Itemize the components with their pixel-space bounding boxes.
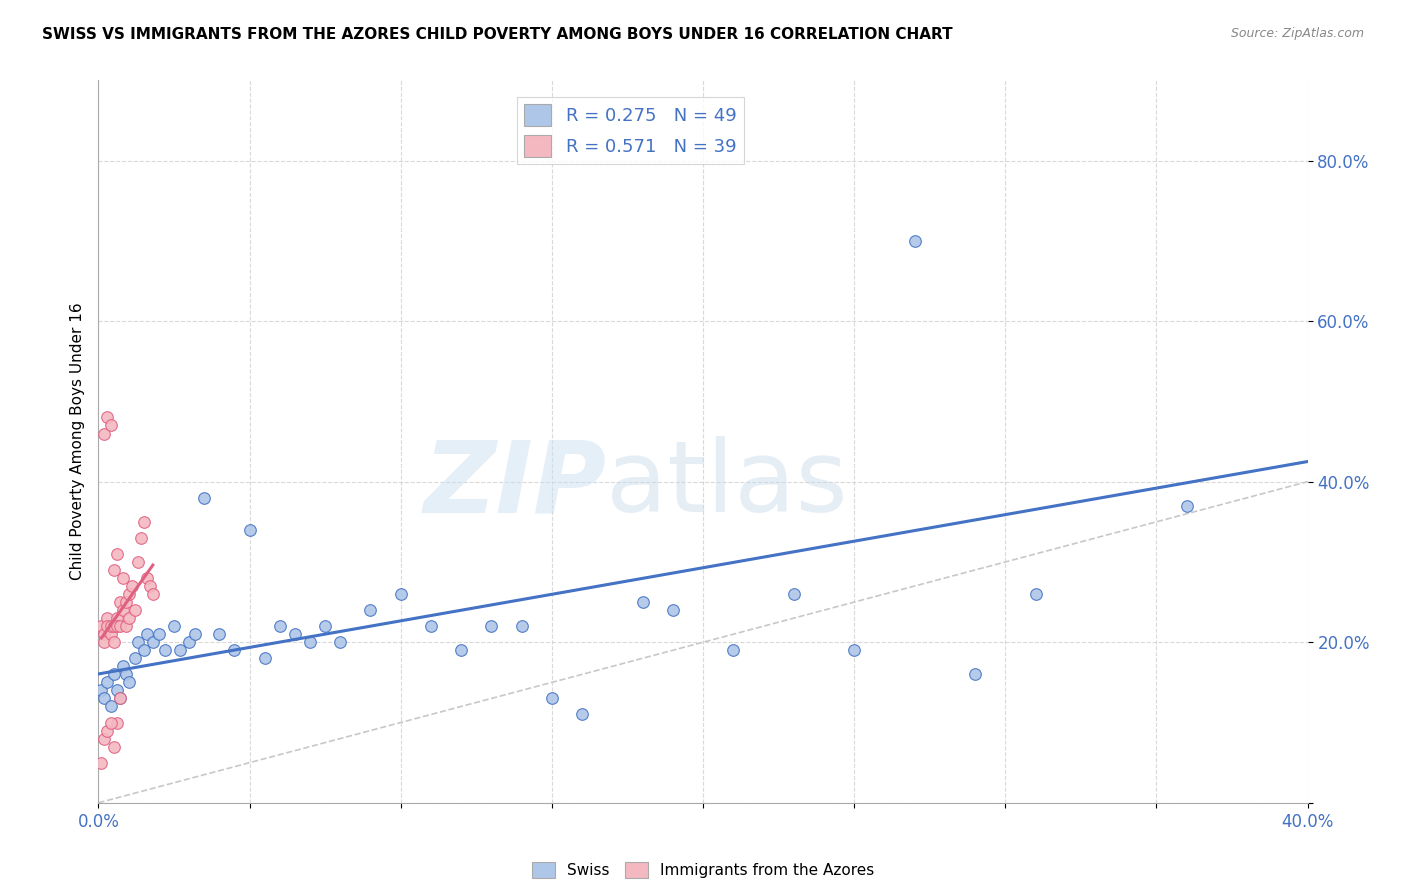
Text: SWISS VS IMMIGRANTS FROM THE AZORES CHILD POVERTY AMONG BOYS UNDER 16 CORRELATIO: SWISS VS IMMIGRANTS FROM THE AZORES CHIL… [42,27,953,42]
Point [93,426,115,441]
Point [124,603,146,617]
Point [108,595,131,609]
Point [224,643,246,657]
Point [93,691,115,706]
Point [100,699,122,714]
Point [314,619,336,633]
Point [142,635,165,649]
Point [108,691,131,706]
Point [360,603,382,617]
Point [103,739,125,754]
Point [96,611,118,625]
Point [108,691,131,706]
Point [135,571,157,585]
Point [904,234,927,248]
Point [179,635,201,649]
Y-axis label: Child Poverty Among Boys Under 16: Child Poverty Among Boys Under 16 [69,302,84,581]
Point [100,715,122,730]
Point [284,627,307,641]
Text: ZIP: ZIP [423,436,606,533]
Point [299,635,322,649]
Point [114,619,136,633]
Point [100,619,122,633]
Point [96,619,118,633]
Point [1175,499,1198,513]
Point [111,659,134,673]
Point [103,635,125,649]
Point [93,731,115,746]
Point [540,691,562,706]
Legend: R = 0.275   N = 49, R = 0.571   N = 39: R = 0.275 N = 49, R = 0.571 N = 39 [517,96,744,164]
Point [127,635,149,649]
Point [239,523,262,537]
Point [96,675,118,690]
Point [184,627,207,641]
Point [103,667,125,681]
Point [100,627,122,641]
Point [93,627,115,641]
Point [139,579,162,593]
Point [105,611,128,625]
Point [103,619,125,633]
Point [153,643,176,657]
Point [90,756,112,770]
Point [108,619,131,633]
Point [114,667,136,681]
Point [329,635,352,649]
Point [135,627,157,641]
Point [571,707,593,722]
Point [132,515,155,529]
Point [965,667,987,681]
Point [105,547,128,561]
Point [148,627,170,641]
Point [105,683,128,698]
Point [129,531,152,545]
Point [114,595,136,609]
Point [118,611,141,625]
Point [121,579,143,593]
Point [723,643,745,657]
Point [450,643,472,657]
Point [96,410,118,425]
Point [118,675,141,690]
Point [93,635,115,649]
Point [481,619,503,633]
Point [132,643,155,657]
Point [90,619,112,633]
Point [124,651,146,665]
Point [1024,587,1046,601]
Point [90,683,112,698]
Point [844,643,866,657]
Point [111,603,134,617]
Point [142,587,165,601]
Point [118,587,141,601]
Point [103,563,125,577]
Point [510,619,533,633]
Point [105,715,128,730]
Point [169,643,191,657]
Point [631,595,654,609]
Point [389,587,412,601]
Point [661,603,683,617]
Point [193,491,215,505]
Point [96,723,118,738]
Text: Source: ZipAtlas.com: Source: ZipAtlas.com [1230,27,1364,40]
Point [127,555,149,569]
Point [111,571,134,585]
Point [163,619,186,633]
Point [420,619,443,633]
Point [269,619,291,633]
Point [105,619,128,633]
Point [100,418,122,433]
Point [208,627,231,641]
Legend: Swiss, Immigrants from the Azores: Swiss, Immigrants from the Azores [526,856,880,884]
Point [783,587,806,601]
Text: atlas: atlas [606,436,848,533]
Point [253,651,276,665]
